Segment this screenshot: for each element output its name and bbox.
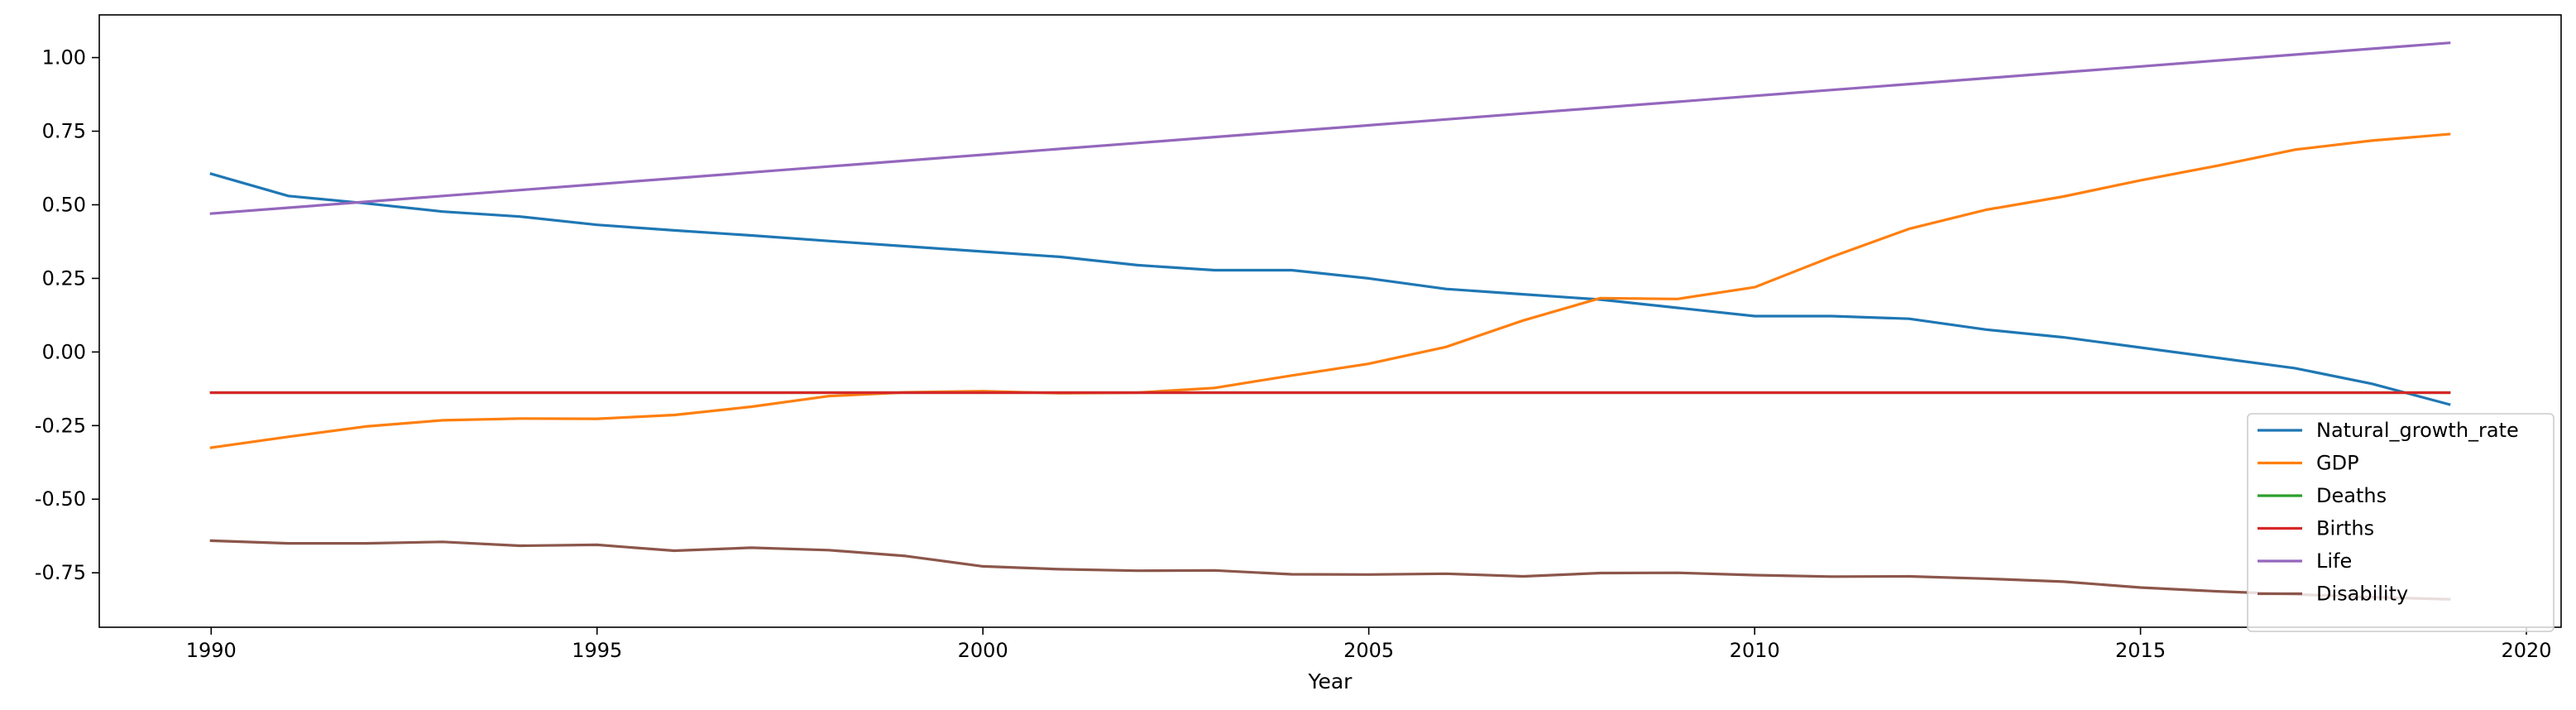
legend-label: Life <box>2316 549 2352 573</box>
y-tick-label: 0.50 <box>42 193 86 216</box>
x-axis: 1990 1995 2000 2005 2010 2015 2020 <box>186 627 2552 662</box>
y-tick-label: 1.00 <box>42 46 86 70</box>
x-tick-label: 2020 <box>2501 639 2551 662</box>
y-tick-label: 0.25 <box>42 266 86 290</box>
legend-box <box>2247 413 2554 632</box>
x-tick-label: 2005 <box>1343 639 1394 662</box>
y-tick-label: -0.75 <box>35 561 86 584</box>
x-tick-label: 1990 <box>186 639 237 662</box>
legend-label: Disability <box>2316 583 2408 606</box>
x-tick-label: 2015 <box>2115 639 2166 662</box>
plot-lines <box>209 41 2451 601</box>
x-tick-label: 2000 <box>958 639 1008 662</box>
plot-frame <box>98 14 2562 628</box>
legend-label: Births <box>2316 517 2374 540</box>
series-line-life <box>209 41 2451 215</box>
legend-label: Deaths <box>2316 484 2387 507</box>
series-line-gdp <box>209 132 2451 449</box>
series-line-natural-growth-rate <box>209 172 2451 406</box>
y-axis: -0.75 -0.50 -0.25 0.00 0.25 0.50 0.75 1.00 <box>35 46 99 584</box>
x-tick-label: 2010 <box>1730 639 1780 662</box>
y-tick-label: 0.00 <box>42 340 86 363</box>
x-axis-label: Year <box>1308 669 1353 693</box>
legend-label: GDP <box>2316 452 2359 475</box>
y-tick-label: -0.25 <box>35 414 86 437</box>
y-tick-label: -0.50 <box>35 487 86 511</box>
x-tick-label: 1995 <box>572 639 622 662</box>
legend: Natural_growth_rate GDP Deaths Births Life Di… <box>2247 413 2554 632</box>
legend-label: Natural_growth_rate <box>2316 419 2519 442</box>
y-tick-label: 0.75 <box>42 120 86 143</box>
series-line-disability <box>209 539 2451 601</box>
